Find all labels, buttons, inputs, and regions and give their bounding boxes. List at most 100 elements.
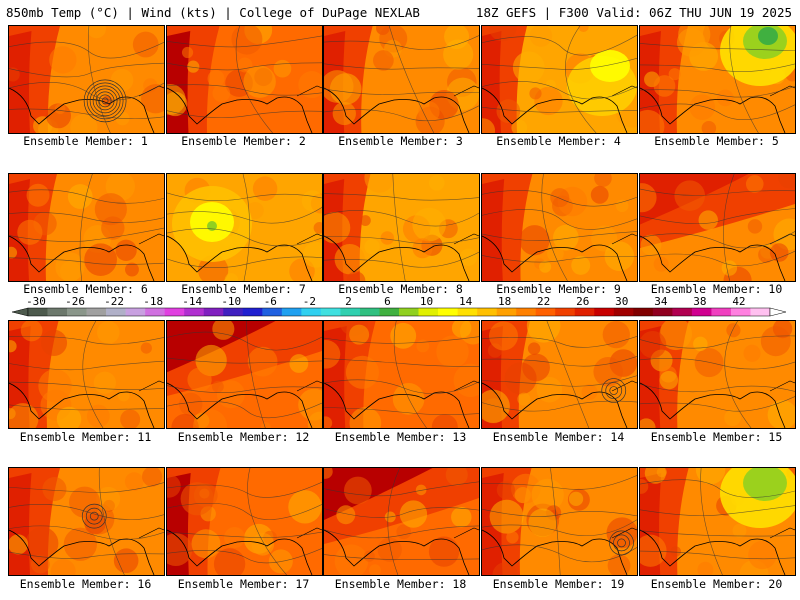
- colorbar-segment: [125, 308, 146, 316]
- colorbar-tick-label: 22: [537, 296, 550, 308]
- colorbar-tick-label: -10: [221, 296, 241, 308]
- ensemble-member-map: [481, 173, 638, 282]
- ensemble-member-map: [166, 320, 323, 429]
- ensemble-member-map: [481, 25, 638, 134]
- colorbar-segment: [633, 308, 654, 316]
- colorbar-segment: [535, 308, 556, 316]
- colorbar-tick-label: 18: [498, 296, 511, 308]
- colorbar-segment: [477, 308, 497, 316]
- colorbar-tick-label: 26: [576, 296, 589, 308]
- colorbar-segment: [691, 308, 712, 316]
- colorbar-tick-label: 14: [459, 296, 473, 308]
- colorbar-segment: [184, 308, 205, 316]
- ensemble-member-map: [323, 173, 480, 282]
- colorbar-segment: [750, 308, 771, 316]
- colorbar-segment: [652, 308, 673, 316]
- ensemble-member-map: [166, 173, 323, 282]
- colorbar-segment: [301, 308, 322, 316]
- ensemble-member-label: Ensemble Member: 4: [496, 134, 621, 148]
- ensemble-member-label: Ensemble Member: 19: [492, 577, 625, 591]
- ensemble-member-label: Ensemble Member: 18: [334, 577, 467, 591]
- colorbar-segment: [457, 308, 478, 316]
- colorbar-segment: [86, 308, 107, 316]
- ensemble-member-map: [323, 25, 480, 134]
- ensemble-member-map: [323, 467, 480, 576]
- ensemble-member-label: Ensemble Member: 12: [177, 430, 310, 444]
- colorbar-tick-label: 30: [615, 296, 628, 308]
- colorbar-segment: [672, 308, 693, 316]
- ensemble-member-label: Ensemble Member: 1: [23, 134, 148, 148]
- model-run-info: 18Z GEFS | F300 Valid: 06Z THU JUN 19 20…: [475, 5, 792, 20]
- map-title: 850mb Temp (°C) | Wind (kts) | College o…: [6, 5, 420, 20]
- ensemble-member-label: Ensemble Member: 3: [338, 134, 463, 148]
- ensemble-member-label: Ensemble Member: 8: [338, 282, 463, 296]
- colorbar-segment: [574, 308, 595, 316]
- colorbar-segment: [711, 308, 732, 316]
- ensemble-member-map: [166, 25, 323, 134]
- colorbar-segment: [281, 308, 302, 316]
- ensemble-member-map: [166, 467, 323, 576]
- colorbar-segment: [516, 308, 536, 316]
- ensemble-member-label: Ensemble Member: 17: [177, 577, 310, 591]
- colorbar-tick-label: 6: [384, 296, 391, 308]
- ensemble-member-label: Ensemble Member: 20: [650, 577, 783, 591]
- colorbar-segment: [613, 308, 634, 316]
- ensemble-member-label: Ensemble Member: 16: [19, 577, 152, 591]
- colorbar-tick-label: -30: [26, 296, 46, 308]
- colorbar-segment: [399, 308, 419, 316]
- ensemble-member-map: [481, 320, 638, 429]
- ensemble-member-label: Ensemble Member: 6: [23, 282, 148, 296]
- colorbar-segment: [379, 308, 400, 316]
- colorbar-tick-label: -26: [65, 296, 85, 308]
- ensemble-member-map: [8, 467, 165, 576]
- colorbar-segment: [223, 308, 244, 316]
- ensemble-member-map: [639, 25, 796, 134]
- colorbar-segment: [28, 308, 48, 316]
- colorbar-tick-label: 34: [654, 296, 668, 308]
- colorbar-tick-label: -14: [182, 296, 202, 308]
- colorbar-tick-label: -22: [104, 296, 124, 308]
- ensemble-member-label: Ensemble Member: 11: [19, 430, 152, 444]
- ensemble-member-label: Ensemble Member: 15: [650, 430, 783, 444]
- ensemble-member-label: Ensemble Member: 5: [654, 134, 779, 148]
- colorbar-segment: [47, 308, 68, 316]
- ensemble-member-map: [639, 173, 796, 282]
- colorbar-tick-label: 10: [420, 296, 433, 308]
- colorbar-tick-label: 2: [345, 296, 352, 308]
- ensemble-member-label: Ensemble Member: 14: [492, 430, 625, 444]
- colorbar-segment: [145, 308, 165, 316]
- colorbar-segment: [418, 308, 439, 316]
- colorbar-segment: [496, 308, 517, 316]
- colorbar-segment: [730, 308, 751, 316]
- colorbar-segment: [67, 308, 87, 316]
- colorbar-segment: [106, 308, 126, 316]
- colorbar-segment: [340, 308, 361, 316]
- colorbar-tick-label: -6: [264, 296, 277, 308]
- colorbar-left-arrow: [11, 307, 29, 317]
- colorbar-segment: [594, 308, 615, 316]
- colorbar-tick-label: 42: [732, 296, 745, 308]
- colorbar-segment: [320, 308, 341, 316]
- colorbar-tick-label: -18: [143, 296, 163, 308]
- ensemble-member-map: [639, 467, 796, 576]
- colorbar-segment: [438, 308, 458, 316]
- ensemble-member-label: Ensemble Member: 7: [181, 282, 306, 296]
- ensemble-member-map: [8, 173, 165, 282]
- ensemble-member-label: Ensemble Member: 2: [181, 134, 306, 148]
- ensemble-member-map: [481, 467, 638, 576]
- ensemble-member-map: [8, 25, 165, 134]
- colorbar-segment: [164, 308, 185, 316]
- ensemble-member-map: [639, 320, 796, 429]
- ensemble-member-map: [8, 320, 165, 429]
- colorbar-tick-label: 38: [693, 296, 706, 308]
- colorbar-segment: [555, 308, 576, 316]
- colorbar-segment: [262, 308, 283, 316]
- ensemble-member-label: Ensemble Member: 13: [334, 430, 467, 444]
- colorbar-segment: [203, 308, 224, 316]
- temperature-colorbar: -30 -26 -22 -18 -14 -10 -6 -2 2 6 10 14 18 22 26 30 34 38…: [11, 296, 787, 317]
- colorbar-right-arrow: [769, 307, 787, 317]
- ensemble-member-label: Ensemble Member: 10: [650, 282, 783, 296]
- ensemble-member-label: Ensemble Member: 9: [496, 282, 621, 296]
- ensemble-member-map: [323, 320, 480, 429]
- colorbar-segment: [359, 308, 380, 316]
